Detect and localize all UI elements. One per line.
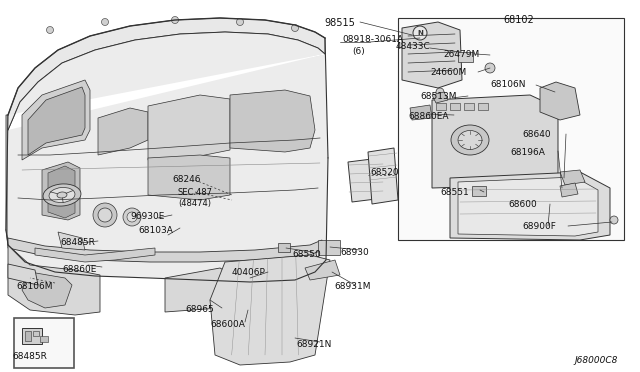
Polygon shape — [230, 90, 315, 152]
Polygon shape — [8, 264, 38, 285]
Text: 68513M: 68513M — [420, 92, 456, 101]
Polygon shape — [8, 238, 322, 262]
Circle shape — [127, 212, 137, 222]
Text: 68106N: 68106N — [490, 80, 525, 89]
Polygon shape — [560, 170, 585, 185]
Ellipse shape — [43, 184, 81, 206]
Bar — [278, 243, 290, 252]
Polygon shape — [402, 22, 462, 88]
Circle shape — [123, 208, 141, 226]
Text: 98515: 98515 — [324, 18, 355, 28]
Polygon shape — [98, 108, 148, 155]
Text: 68550: 68550 — [292, 250, 321, 259]
Text: 68860EA: 68860EA — [408, 112, 449, 121]
Text: 68106M: 68106M — [16, 282, 52, 291]
Circle shape — [413, 26, 427, 40]
Text: 68900F: 68900F — [522, 222, 556, 231]
Polygon shape — [148, 95, 230, 160]
Bar — [458, 52, 473, 62]
Bar — [464, 103, 474, 110]
Polygon shape — [6, 115, 8, 245]
Bar — [318, 240, 340, 255]
Polygon shape — [410, 105, 432, 120]
Bar — [478, 103, 488, 110]
Text: 68551: 68551 — [440, 188, 468, 197]
Ellipse shape — [57, 192, 67, 198]
Text: 24660M: 24660M — [430, 68, 467, 77]
Circle shape — [237, 19, 243, 26]
Text: 68600A: 68600A — [210, 320, 245, 329]
Polygon shape — [432, 95, 558, 188]
Bar — [22, 328, 42, 344]
Text: 26479M: 26479M — [443, 50, 479, 59]
Polygon shape — [58, 232, 85, 250]
Polygon shape — [348, 158, 384, 202]
Bar — [14, 318, 74, 368]
Polygon shape — [210, 255, 330, 365]
Text: 08918-3061A: 08918-3061A — [342, 35, 403, 44]
Text: 68930: 68930 — [340, 248, 369, 257]
Polygon shape — [368, 148, 398, 204]
Bar — [25, 331, 31, 341]
Text: 96930E: 96930E — [130, 212, 164, 221]
Polygon shape — [165, 268, 238, 312]
Bar — [40, 336, 48, 342]
Ellipse shape — [458, 131, 482, 150]
Text: 68931M: 68931M — [334, 282, 371, 291]
Polygon shape — [540, 82, 580, 120]
Text: SEC.487: SEC.487 — [178, 188, 213, 197]
Text: 68860E: 68860E — [62, 265, 97, 274]
Text: 68965: 68965 — [185, 305, 214, 314]
Polygon shape — [22, 272, 72, 308]
Ellipse shape — [451, 125, 489, 155]
Text: 40406P: 40406P — [232, 268, 266, 277]
Bar — [472, 186, 486, 196]
Polygon shape — [450, 172, 610, 240]
Circle shape — [610, 216, 618, 224]
Polygon shape — [42, 162, 80, 220]
Text: 48433C: 48433C — [396, 42, 431, 51]
Text: 68246: 68246 — [172, 175, 200, 184]
Circle shape — [47, 26, 54, 33]
Text: N: N — [417, 30, 423, 36]
Bar — [398, 18, 624, 240]
Circle shape — [93, 203, 117, 227]
Circle shape — [291, 25, 298, 32]
Polygon shape — [22, 80, 90, 160]
Polygon shape — [432, 92, 448, 103]
Polygon shape — [35, 248, 155, 262]
Text: 68485R: 68485R — [60, 238, 95, 247]
Ellipse shape — [49, 187, 75, 203]
Circle shape — [98, 208, 112, 222]
Circle shape — [172, 16, 179, 23]
Bar — [450, 103, 460, 110]
Circle shape — [485, 63, 495, 73]
Text: (48474): (48474) — [178, 199, 211, 208]
Text: 68640: 68640 — [522, 130, 550, 139]
Polygon shape — [8, 18, 325, 130]
Polygon shape — [458, 177, 598, 236]
Polygon shape — [8, 32, 328, 282]
Text: 68921N: 68921N — [296, 340, 332, 349]
Polygon shape — [148, 155, 230, 200]
Polygon shape — [8, 245, 100, 315]
Circle shape — [102, 19, 109, 26]
Polygon shape — [305, 260, 340, 280]
Circle shape — [436, 88, 444, 96]
Bar — [33, 331, 39, 336]
Text: (6): (6) — [352, 47, 365, 56]
Text: 68103A: 68103A — [138, 226, 173, 235]
Text: 68102: 68102 — [503, 15, 534, 25]
Bar — [436, 103, 446, 110]
Polygon shape — [48, 166, 75, 218]
Text: 68196A: 68196A — [510, 148, 545, 157]
Text: J68000C8: J68000C8 — [574, 356, 618, 365]
Text: 68485R: 68485R — [13, 352, 47, 361]
Text: 68600: 68600 — [508, 200, 537, 209]
Text: 68520: 68520 — [370, 168, 399, 177]
Polygon shape — [28, 87, 85, 155]
Polygon shape — [560, 183, 578, 197]
